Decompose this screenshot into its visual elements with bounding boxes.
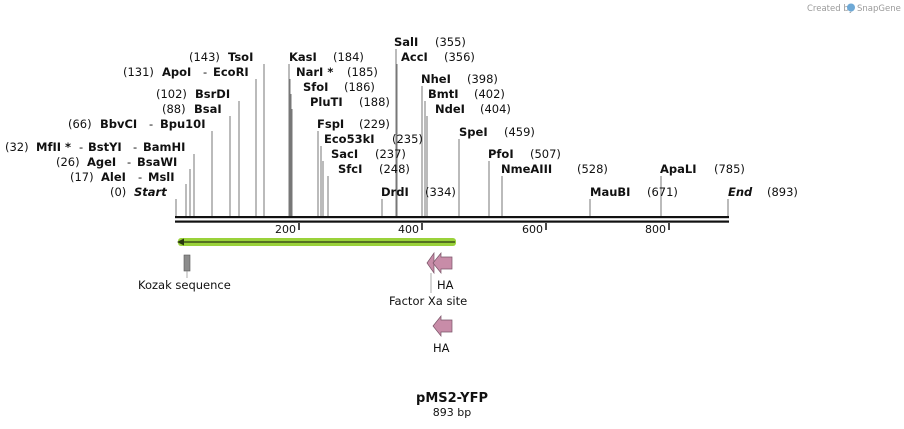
site-bsai[interactable]: (88) BsaI: [162, 102, 222, 116]
site-end[interactable]: End (893): [728, 185, 798, 199]
site-tsoi[interactable]: (143) TsoI: [189, 50, 253, 64]
site-nhei[interactable]: NheI (398): [421, 72, 498, 86]
credit-app: SnapGene: [857, 4, 901, 14]
site-nmeaiii[interactable]: NmeAIII (528): [501, 162, 608, 176]
site-sfci[interactable]: SfcI (248): [338, 162, 410, 176]
map-title: pMS2-YFP: [416, 391, 488, 406]
snapgene-logo-icon: [847, 3, 855, 12]
site-fspi[interactable]: FspI (229): [317, 117, 390, 131]
ha-label-1: HA: [437, 278, 454, 292]
site-spei[interactable]: SpeI (459): [459, 125, 535, 139]
scale-label: 600: [522, 223, 543, 236]
site-sali[interactable]: SalI (355): [394, 35, 466, 49]
site-bmti[interactable]: BmtI (402): [428, 87, 505, 101]
site-drdi[interactable]: DrdI (334): [381, 185, 456, 199]
site-apali[interactable]: ApaLI (785): [660, 162, 745, 176]
site-acci[interactable]: AccI (356): [401, 50, 475, 64]
scale-label: 800: [645, 223, 666, 236]
map-length: 893 bp: [433, 406, 471, 419]
site-nari[interactable]: NarI * (185): [296, 65, 378, 79]
site-pfoi[interactable]: PfoI (507): [488, 147, 561, 161]
credit-prefix: Created by: [807, 4, 854, 14]
site-bsrdi[interactable]: (102) BsrDI: [156, 87, 230, 101]
scale-label: 400: [398, 223, 419, 236]
site-eco53ki[interactable]: Eco53kI (235): [324, 132, 423, 146]
site-saci[interactable]: SacI (237): [331, 147, 406, 161]
dna-backbone: [175, 216, 729, 223]
site-bbvci[interactable]: (66) BbvCI - Bpu10I: [68, 117, 205, 131]
site-kasi[interactable]: KasI (184): [289, 50, 364, 64]
scale-label: 200: [275, 223, 296, 236]
kozak-feature[interactable]: [183, 254, 191, 272]
kozak-label: Kozak sequence: [138, 278, 231, 292]
site-apoi[interactable]: (131) ApoI - EcoRI: [123, 65, 249, 79]
site-sfoi[interactable]: SfoI (186): [303, 80, 375, 94]
orf-arrowhead-icon: [177, 238, 184, 246]
site-alei[interactable]: (17) AleI - MslI: [70, 170, 175, 184]
ha-label-2: HA: [433, 341, 450, 355]
site-maubi[interactable]: MauBI (671): [590, 185, 678, 199]
site-start[interactable]: (0) Start: [110, 185, 167, 199]
site-lines: [175, 49, 729, 216]
site-ndei[interactable]: NdeI (404): [435, 102, 511, 116]
site-pluti[interactable]: PluTI (188): [310, 95, 390, 109]
site-agei[interactable]: (26) AgeI - BsaWI: [56, 155, 177, 169]
site-mfii[interactable]: (32) MfII * - BstYI - BamHI: [5, 140, 185, 154]
scale: 200 400 600 800: [275, 223, 670, 236]
ha-feature-2[interactable]: [432, 315, 453, 337]
ha-feature-1[interactable]: [432, 252, 453, 274]
factor-xa-label: Factor Xa site: [389, 294, 467, 308]
orf-arrow[interactable]: [177, 238, 456, 246]
